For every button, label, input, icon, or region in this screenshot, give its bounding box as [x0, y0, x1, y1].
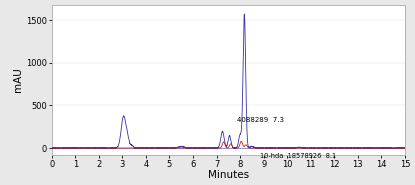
- Text: 10-hda  18578926  8.1: 10-hda 18578926 8.1: [260, 153, 336, 159]
- X-axis label: Minutes: Minutes: [208, 170, 249, 180]
- Y-axis label: mAU: mAU: [13, 68, 23, 92]
- Text: 4088289  7.3: 4088289 7.3: [237, 117, 283, 123]
